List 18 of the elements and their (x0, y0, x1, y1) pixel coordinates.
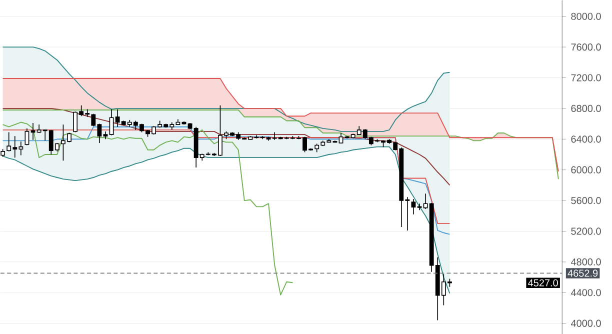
annotation: 4527.0 (528, 279, 558, 286)
ref-line-label: 4652.9 (568, 270, 598, 277)
y-tick-label: 6000.0 (571, 166, 601, 174)
y-tick-label: 4000.0 (570, 320, 601, 327)
y-tick-label: 4800.0 (570, 258, 601, 266)
y-tick-label: 7600.0 (571, 43, 601, 50)
candlestick (338, 132, 344, 144)
candlestick (109, 108, 114, 136)
y-tick-label: 6400.0 (571, 135, 601, 143)
y-tick-label: 6800.0 (571, 104, 601, 112)
y-tick-label: 5200.0 (571, 228, 601, 235)
candlestick (411, 198, 416, 215)
y-tick-label: 5600.0 (571, 196, 601, 204)
candlestick (24, 128, 30, 146)
y-tick-label: 4400.0 (570, 288, 601, 296)
y-tick-label: 8000.0 (571, 12, 601, 20)
candlestick (417, 203, 422, 210)
y-tick-label: 7200.0 (571, 74, 601, 82)
